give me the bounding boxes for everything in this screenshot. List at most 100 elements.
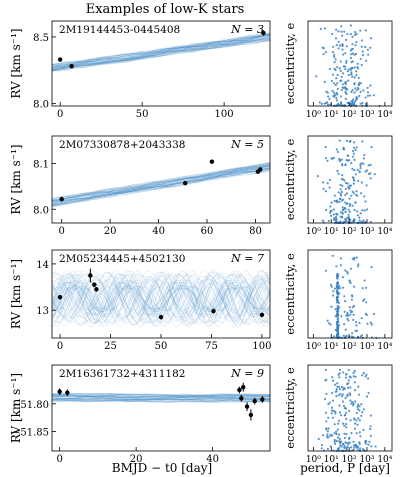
ecc-sample-point: [337, 324, 340, 327]
rv-y-axis-label: RV [km s⁻¹]: [9, 373, 23, 443]
ecc-sample-point: [328, 178, 331, 181]
ecc-sample-point: [362, 157, 365, 160]
ecc-sample-point: [345, 38, 348, 42]
posterior-samples: [52, 269, 270, 328]
ecc-sample-point: [369, 321, 372, 324]
ecc-sample-point: [366, 322, 369, 325]
ecc-sample-point: [343, 387, 346, 390]
ecc-sample-point: [338, 44, 342, 47]
ecc-sample-point: [352, 192, 355, 195]
ecc-sample-point: [339, 392, 342, 395]
ecc-sample-point: [364, 170, 367, 173]
ecc-sample-point: [336, 292, 339, 295]
ecc-sample-point: [367, 377, 370, 380]
ecc-sample-point: [365, 373, 368, 376]
ecc-sample-point: [342, 147, 345, 151]
ecc-sample-point: [336, 199, 339, 202]
ecc-sample-point: [366, 48, 369, 51]
ecc-sample-point: [333, 55, 336, 59]
ecc-sample-point: [360, 403, 363, 406]
ecc-sample-point: [353, 427, 357, 430]
ecc-sample-point: [337, 419, 341, 422]
star-id-label: 2M05234445+4502130: [59, 253, 185, 265]
ecc-sample-point: [338, 67, 341, 70]
ecc-sample-point: [350, 294, 353, 297]
ecc-sample-point: [344, 97, 347, 100]
x-tick-label: 0: [59, 226, 65, 237]
ecc-sample-point: [339, 264, 342, 267]
ecc-sample-point: [330, 305, 333, 308]
ecc-sample-point: [351, 66, 354, 70]
ecc-sample-point: [335, 301, 338, 304]
ecc-sample-point: [342, 404, 346, 408]
ecc-sample-point: [368, 440, 371, 443]
ecc-sample-point: [350, 194, 353, 197]
ecc-sample-point: [343, 179, 346, 182]
ecc-sample-point: [342, 334, 345, 337]
ecc-sample-point: [352, 402, 355, 405]
ecc-sample-point: [346, 312, 349, 315]
y-tick-label: −51.85: [12, 428, 49, 439]
ecc-sample-point: [367, 391, 370, 395]
ecc-sample-point: [365, 301, 368, 304]
ecc-sample-point: [351, 332, 354, 335]
ecc-sample-point: [336, 299, 339, 302]
ecc-sample-point: [339, 79, 342, 83]
ecc-sample-point: [337, 335, 340, 338]
ecc-sample-point: [333, 53, 336, 57]
ecc-sample-point: [337, 102, 340, 105]
ecc-sample-point: [330, 412, 333, 415]
ecc-sample-point: [334, 412, 337, 415]
ecc-sample-point: [345, 220, 348, 223]
ecc-sample-point: [333, 423, 336, 426]
ecc-sample-point: [353, 381, 356, 384]
ecc-sample-point: [369, 427, 372, 431]
ecc-sample-point: [324, 51, 328, 54]
ecc-sample-point: [355, 256, 358, 259]
ecc-sample-point: [336, 82, 339, 85]
ecc-sample-point: [358, 216, 361, 219]
ecc-sample-point: [344, 210, 347, 213]
ecc-sample-point: [323, 27, 326, 30]
ecc-sample-point: [331, 379, 335, 382]
ecc-sample-point: [319, 27, 322, 31]
star-id-label: 2M16361732+4311182: [59, 368, 185, 380]
ecc-sample-point: [344, 300, 347, 303]
ecc-sample-point: [350, 53, 353, 56]
ecc-sample-point: [334, 58, 337, 61]
ecc-sample-point: [344, 201, 347, 204]
ecc-sample-point: [334, 328, 337, 332]
ecc-sample-point: [347, 386, 350, 389]
ecc-sample-point: [352, 182, 355, 185]
ecc-sample-point: [336, 66, 339, 69]
ecc-sample-point: [338, 440, 341, 443]
x-tick-label: 10²: [342, 455, 357, 465]
ecc-sample-point: [353, 256, 356, 259]
ecc-sample-point: [337, 47, 340, 50]
ecc-sample-point: [332, 290, 335, 293]
ecc-sample-point: [356, 214, 359, 217]
ecc-sample-point: [361, 140, 364, 143]
ecc-sample-point: [353, 100, 357, 103]
ecc-sample-point: [328, 322, 331, 325]
ecc-sample-point: [353, 83, 356, 86]
ecc-sample-point: [356, 62, 359, 65]
ecc-sample-point: [353, 102, 356, 105]
ecc-sample-point: [346, 395, 349, 398]
ecc-sample-point: [343, 295, 346, 298]
ecc-sample-point: [356, 86, 359, 89]
ecc-frame: [307, 364, 393, 452]
ecc-sample-point: [352, 176, 355, 179]
data-point: [244, 404, 250, 409]
ecc-sample-point: [339, 220, 342, 223]
ecc-sample-point: [340, 315, 343, 318]
ecc-sample-point: [329, 211, 332, 214]
panel-2: 8.0 8.1 0 20 40 60 80 RV [km s⁻¹] 2M07330878+204…: [9, 135, 393, 237]
x-tick-label: 60: [201, 226, 214, 237]
ecc-sample-point: [344, 181, 348, 184]
x-tick-label: 40: [206, 454, 219, 465]
ecc-sample-point: [324, 190, 327, 193]
ecc-sample-point: [342, 443, 345, 446]
ecc-sample-point: [344, 335, 347, 338]
ecc-sample-point: [349, 309, 352, 312]
